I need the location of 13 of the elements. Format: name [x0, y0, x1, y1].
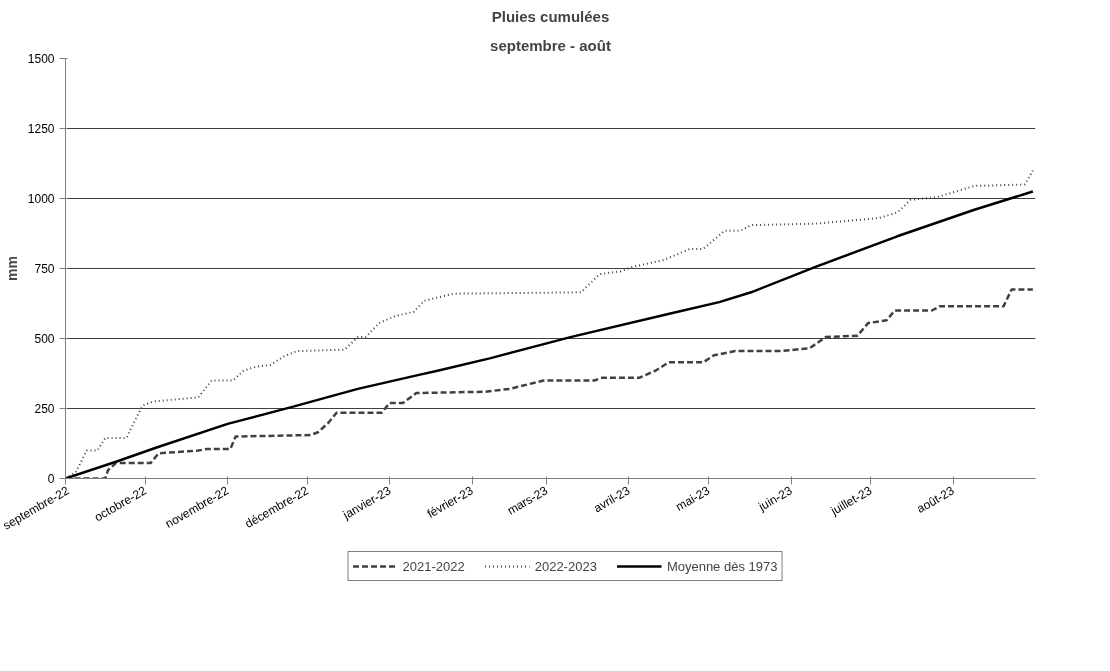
y-tick-label: 1250: [27, 122, 55, 136]
y-tick-label: 1500: [27, 52, 55, 66]
legend-label: Moyenne dès 1973: [666, 558, 778, 574]
y-axis-title: mm: [3, 256, 20, 281]
y-tick-label: 1000: [27, 192, 55, 206]
y-tick-label: 0: [47, 472, 55, 486]
chart-title: Pluies cumulées: [491, 7, 610, 25]
y-tick-label: 500: [34, 332, 55, 346]
legend-label: 2022-2023: [534, 558, 597, 574]
chart-subtitle: septembre - août: [490, 36, 611, 54]
legend-label: 2021-2022: [402, 558, 465, 574]
y-tick-label: 250: [34, 402, 55, 416]
y-tick-label: 750: [34, 262, 55, 276]
